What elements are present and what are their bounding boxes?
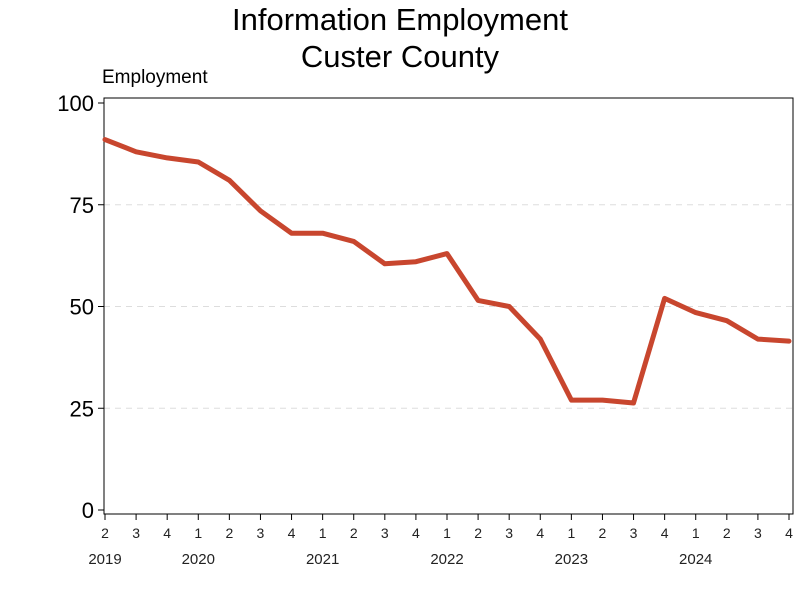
x-tick-label: 4 (412, 525, 420, 541)
x-tick-label: 2 (350, 525, 358, 541)
year-label: 2022 (430, 551, 463, 568)
x-tick-label: 1 (194, 525, 202, 541)
data-point (662, 296, 667, 301)
data-point (196, 160, 201, 165)
x-tick-label: 4 (536, 525, 544, 541)
y-axis: 0 25 50 75 100 (57, 91, 104, 523)
x-tick-label: 1 (319, 525, 327, 541)
x-tick-label: 3 (381, 525, 389, 541)
x-tick-label: 3 (505, 525, 513, 541)
x-tick-label: 2 (723, 525, 731, 541)
chart-title-line1: Information Employment (232, 2, 568, 37)
y-axis-label: Employment (102, 67, 208, 88)
x-tick-label: 3 (257, 525, 265, 541)
data-point (413, 259, 418, 264)
data-point (258, 208, 263, 213)
x-axis: 2 3 4 1 2 3 4 1 2 3 4 1 2 3 4 1 2 3 4 1 2 3 4 2019 2020 2021 2022 2… (88, 514, 793, 568)
data-point (103, 137, 107, 142)
y-tick-label: 50 (70, 295, 94, 320)
series-group (102, 137, 792, 406)
year-label: 2020 (182, 551, 215, 568)
data-point (600, 398, 605, 403)
data-point (382, 261, 387, 266)
x-tick-label: 3 (754, 525, 762, 541)
data-point (445, 251, 449, 256)
x-tick-label: 1 (692, 525, 700, 541)
y-tick-label: 0 (82, 498, 94, 523)
year-label: 2023 (555, 551, 588, 568)
x-tick-label: 3 (132, 525, 140, 541)
data-point (631, 400, 636, 405)
data-point (693, 310, 698, 315)
gridlines (104, 204, 793, 409)
x-tick-label: 1 (567, 525, 575, 541)
data-point (569, 398, 574, 403)
data-point (351, 239, 356, 244)
year-label: 2019 (88, 551, 121, 568)
y-tick-label: 25 (70, 396, 94, 421)
x-tick-label: 1 (443, 525, 451, 541)
x-tick-label: 4 (661, 525, 669, 541)
data-point (787, 339, 791, 344)
x-tick-label: 4 (163, 525, 171, 541)
y-tick-label: 75 (70, 193, 94, 218)
x-tick-label: 4 (785, 525, 793, 541)
data-point (507, 304, 512, 309)
series-line (102, 137, 792, 406)
data-point (538, 337, 543, 342)
year-label: 2021 (306, 551, 339, 568)
data-point (165, 155, 170, 160)
data-point (134, 149, 139, 154)
year-label: 2024 (679, 551, 712, 568)
data-point (227, 178, 232, 183)
chart-title-line2: Custer County (300, 39, 500, 74)
data-point (724, 318, 729, 323)
x-tick-label: 4 (288, 525, 296, 541)
data-point (320, 231, 325, 236)
data-point (476, 298, 481, 303)
x-tick-label: 2 (599, 525, 607, 541)
data-point (289, 231, 294, 236)
x-tick-label: 2 (474, 525, 482, 541)
y-tick-label: 100 (57, 91, 94, 116)
x-tick-label: 2 (101, 525, 109, 541)
x-tick-label: 3 (630, 525, 638, 541)
data-point (755, 337, 760, 342)
x-tick-label: 2 (225, 525, 233, 541)
